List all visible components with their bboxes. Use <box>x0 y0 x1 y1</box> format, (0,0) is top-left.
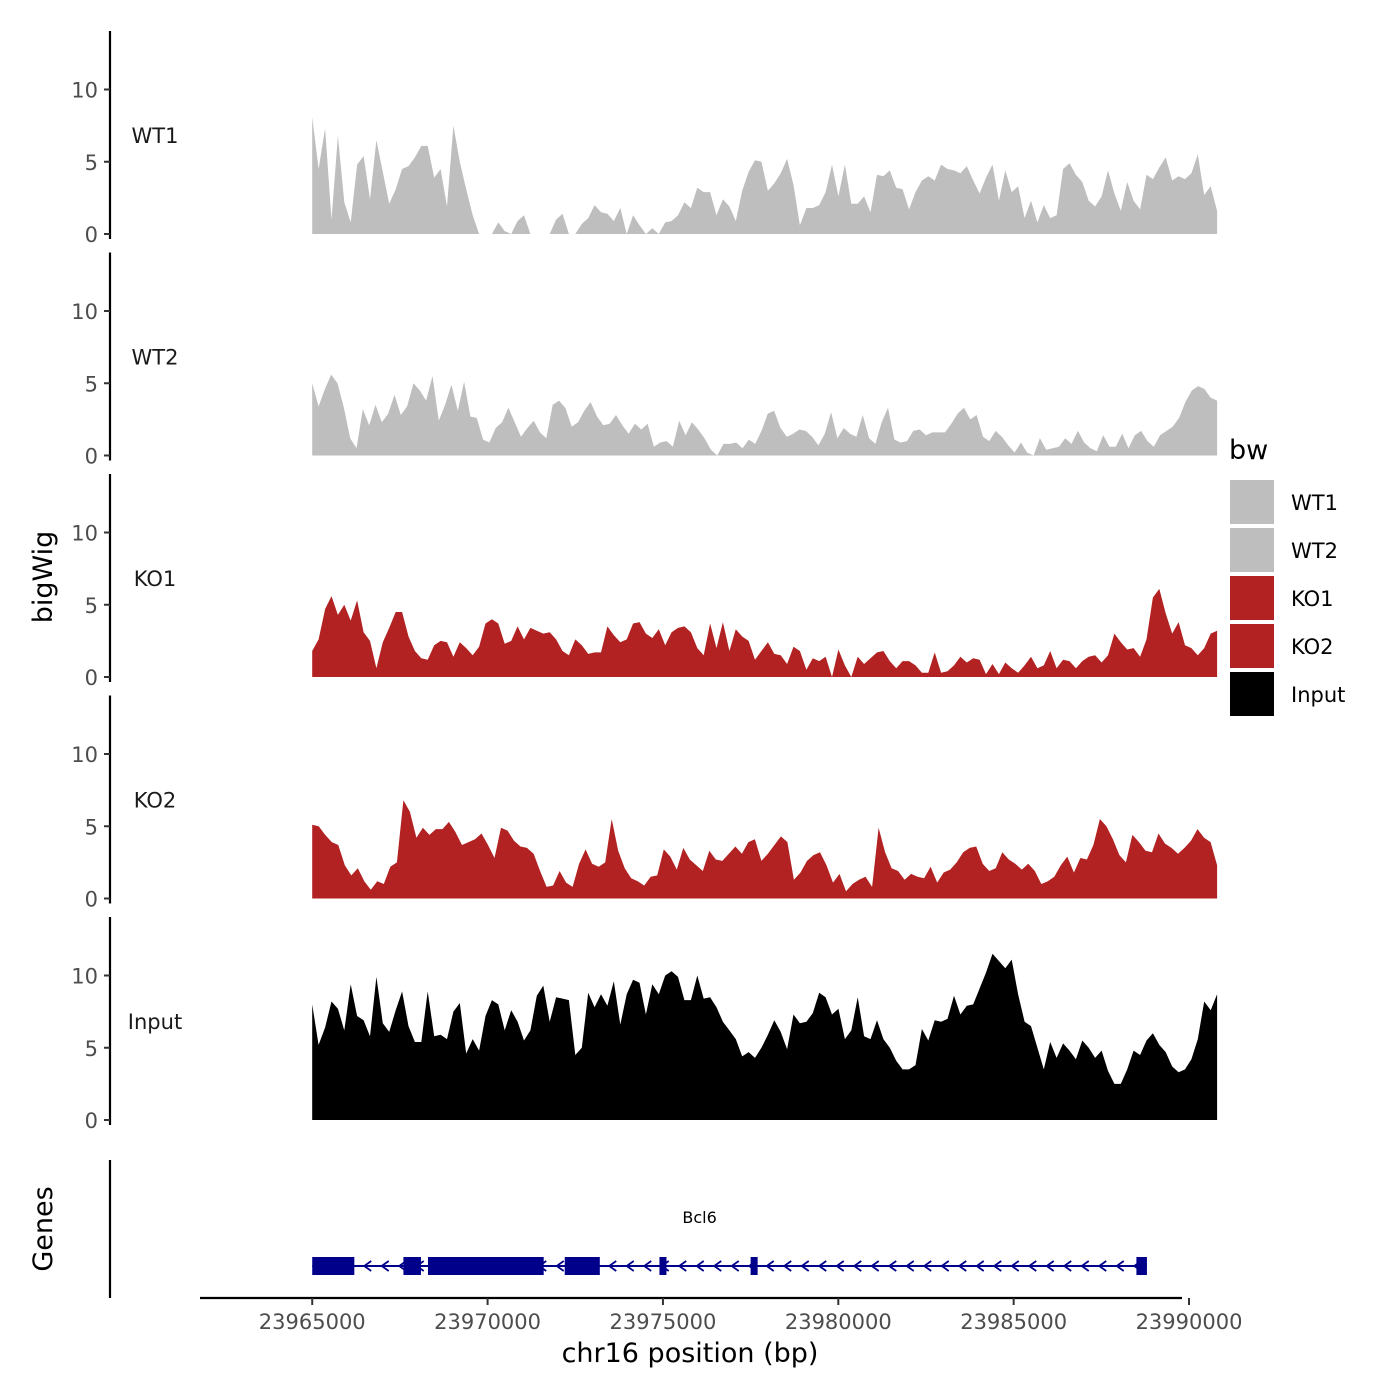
strand-arrow <box>380 1260 390 1272</box>
y-tick-label: 10 <box>71 522 98 546</box>
x-axis-label: chr16 position (bp) <box>562 1338 819 1369</box>
strand-arrow <box>642 1260 652 1272</box>
strand-arrow <box>975 1260 985 1272</box>
strand-arrow <box>607 1260 617 1272</box>
strand-arrow <box>1080 1260 1090 1272</box>
gene-exon <box>403 1257 421 1275</box>
gene-exon <box>564 1257 600 1275</box>
y-tick-label: 5 <box>85 1037 98 1061</box>
track-wt1: 0 5 10 WT1 <box>71 31 1218 247</box>
y-tick-label: 0 <box>85 445 98 469</box>
strand-arrow <box>922 1260 932 1272</box>
area-wt1 <box>312 117 1218 234</box>
legend-swatch <box>1230 624 1274 668</box>
legend-item-wt2: WT2 <box>1230 528 1338 572</box>
legend-label: WT2 <box>1291 539 1338 563</box>
area-wt2 <box>312 374 1218 456</box>
area-input <box>312 953 1218 1120</box>
y-tick-label: 5 <box>85 594 98 618</box>
strand-arrow <box>712 1260 722 1272</box>
gene-exon <box>312 1257 355 1275</box>
y-tick-label: 10 <box>71 965 98 989</box>
gene-exon <box>750 1257 758 1275</box>
legend-swatch <box>1230 528 1274 572</box>
area-ko1 <box>312 588 1218 677</box>
gene-exon <box>659 1257 667 1275</box>
legend-item-input: Input <box>1230 672 1345 716</box>
track-label: Input <box>128 1010 182 1034</box>
strand-arrow <box>1010 1260 1020 1272</box>
track-label: KO1 <box>134 567 177 591</box>
track-label: WT1 <box>132 124 179 148</box>
gene-label: Bcl6 <box>682 1208 716 1227</box>
track-wt2: 0 5 10 WT2 <box>71 252 1218 469</box>
gene-exon <box>1136 1257 1147 1275</box>
strand-arrow <box>940 1260 950 1272</box>
y-tick-label: 5 <box>85 372 98 396</box>
strand-arrow <box>730 1260 740 1272</box>
legend: bw WT1 WT2 KO1 KO2 Input <box>1229 435 1345 716</box>
strand-arrow <box>1097 1260 1107 1272</box>
legend-item-wt1: WT1 <box>1230 480 1338 524</box>
y-tick-label: 0 <box>85 888 98 912</box>
track-ko2: 0 5 10 KO2 <box>71 695 1218 912</box>
legend-label: KO2 <box>1291 635 1334 659</box>
strand-arrow <box>800 1260 810 1272</box>
y-tick-label: 10 <box>71 743 98 767</box>
strand-arrow <box>852 1260 862 1272</box>
strand-arrow <box>957 1260 967 1272</box>
x-tick-label: 23965000 <box>259 1310 366 1334</box>
strand-arrow <box>887 1260 897 1272</box>
legend-label: KO1 <box>1291 587 1334 611</box>
genes-panel: Bcl6 <box>108 1160 1147 1298</box>
strand-arrow <box>905 1260 915 1272</box>
legend-item-ko2: KO2 <box>1230 624 1334 668</box>
strand-arrow <box>362 1260 372 1272</box>
strand-arrow <box>1115 1260 1125 1272</box>
y-tick-label: 10 <box>71 300 98 324</box>
strand-arrow <box>992 1260 1002 1272</box>
strand-arrow <box>1062 1260 1072 1272</box>
strand-arrow <box>555 1260 565 1272</box>
track-ko1: 0 5 10 KO1 <box>71 474 1218 690</box>
x-tick-label: 23975000 <box>609 1310 716 1334</box>
legend-label: WT1 <box>1291 491 1338 515</box>
strand-arrow <box>817 1260 827 1272</box>
strand-arrow <box>782 1260 792 1272</box>
genes-axis-label: Genes <box>28 1186 59 1271</box>
strand-arrow <box>1045 1260 1055 1272</box>
legend-item-ko1: KO1 <box>1230 576 1334 620</box>
legend-swatch <box>1230 576 1274 620</box>
track-label: KO2 <box>134 789 177 813</box>
x-axis: 23965000 23970000 23975000 23980000 23985000… <box>200 1296 1243 1334</box>
strand-arrow <box>677 1260 687 1272</box>
x-tick-label: 23990000 <box>1136 1310 1243 1334</box>
y-tick-label: 5 <box>85 151 98 175</box>
strand-arrow <box>765 1260 775 1272</box>
legend-swatch <box>1230 480 1274 524</box>
strand-arrow <box>835 1260 845 1272</box>
legend-label: Input <box>1291 683 1345 707</box>
x-tick-label: 23980000 <box>785 1310 892 1334</box>
track-panels: 0 5 10 WT1 0 5 10 WT2 0 5 10 KO1 0 5 10 KO2 0 5 10 Input <box>71 31 1218 1133</box>
strand-arrow <box>695 1260 705 1272</box>
y-axis-label: bigWig <box>28 531 59 624</box>
y-tick-label: 0 <box>85 223 98 247</box>
track-input: 0 5 10 Input <box>71 917 1218 1133</box>
strand-arrow <box>1027 1260 1037 1272</box>
y-tick-label: 0 <box>85 666 98 690</box>
area-ko2 <box>312 800 1218 899</box>
strand-arrow <box>870 1260 880 1272</box>
x-tick-label: 23970000 <box>434 1310 541 1334</box>
strand-arrow <box>625 1260 635 1272</box>
track-label: WT2 <box>132 346 179 370</box>
y-tick-label: 0 <box>85 1109 98 1133</box>
legend-title: bw <box>1229 435 1268 466</box>
y-tick-label: 10 <box>71 79 98 103</box>
x-tick-label: 23985000 <box>960 1310 1067 1334</box>
y-tick-label: 5 <box>85 815 98 839</box>
gene-exon <box>427 1257 544 1275</box>
legend-swatch <box>1230 672 1274 716</box>
